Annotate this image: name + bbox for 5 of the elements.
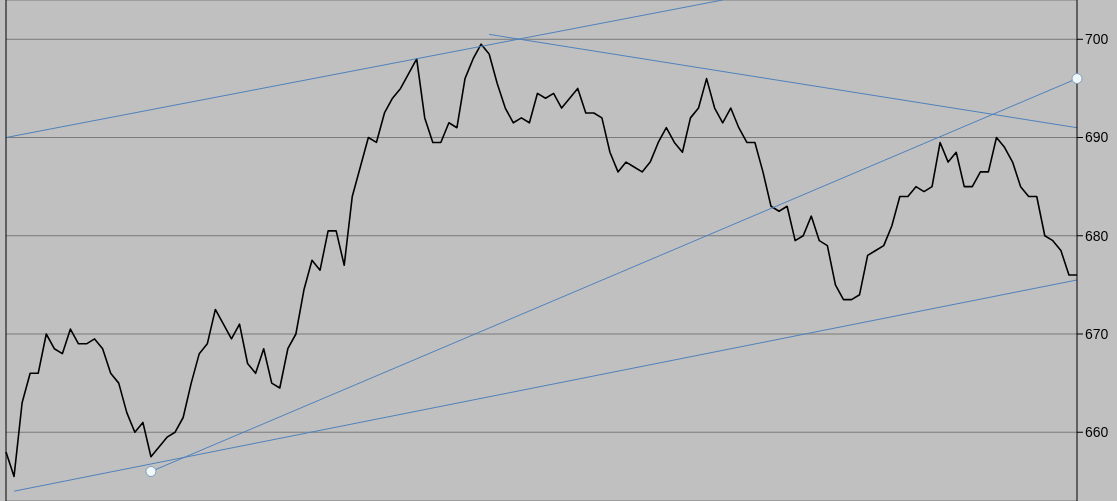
y-tick-label: 700 bbox=[1085, 31, 1109, 48]
y-tick-label: 680 bbox=[1085, 227, 1109, 244]
y-tick-label: 670 bbox=[1085, 325, 1109, 342]
y-tick-label: 690 bbox=[1085, 129, 1109, 146]
y-tick-label: 660 bbox=[1085, 424, 1109, 441]
